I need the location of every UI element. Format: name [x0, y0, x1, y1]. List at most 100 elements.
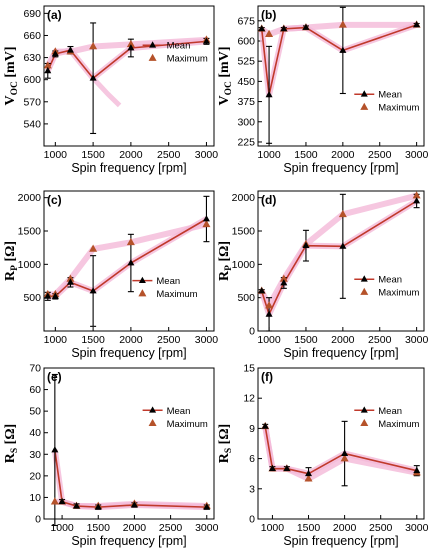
maximum-point	[340, 454, 349, 462]
mean-point	[413, 466, 421, 474]
y-label-unit: [Ω]	[217, 424, 232, 448]
x-tick-label: 2500	[368, 149, 392, 161]
mean-point	[265, 90, 273, 98]
mean-point	[305, 469, 313, 477]
maximum-point	[202, 219, 211, 228]
legend: Mean Maximum	[354, 406, 420, 430]
legend: Mean Maximum	[142, 41, 208, 65]
mean-point	[130, 501, 138, 508]
y-label-main: R	[3, 452, 18, 463]
mean-point	[413, 20, 421, 28]
panel-e: 10001500200025003000010203040506070(e)Sp…	[3, 363, 219, 549]
y-axis-label: VOC [mV]	[217, 47, 234, 106]
mean-point	[261, 422, 269, 429]
y-tick-label: 600	[237, 36, 255, 48]
x-tick-label: 2000	[331, 149, 355, 161]
x-tick-label: 1500	[294, 334, 318, 346]
x-tick-label: 1000	[50, 522, 74, 534]
y-tick-label: 540	[23, 118, 41, 130]
mean-point	[58, 497, 66, 505]
x-tick-label: 2500	[157, 149, 181, 161]
legend: Mean Maximum	[142, 406, 208, 430]
y-tick-label: 600	[23, 74, 41, 86]
y-label-main: R	[3, 270, 18, 281]
mean-point	[265, 310, 273, 317]
panel-c: 1000 1500 2000 2500 3000 500 1000 1500 2000 (c) Sp…	[3, 190, 219, 360]
y-tick-label: 6	[249, 453, 255, 465]
y-axis-label: RP [Ω]	[217, 241, 234, 281]
x-tick-label: 2000	[331, 334, 355, 346]
mean-point	[413, 197, 421, 204]
plot-frame	[257, 5, 425, 147]
x-tick-label: 1500	[81, 149, 105, 161]
y-label-main: R	[217, 270, 232, 281]
maximum-point	[43, 61, 52, 69]
legend: Mean Maximum	[354, 90, 420, 114]
legend-mean-label: Mean	[156, 276, 180, 287]
plot-frame	[43, 367, 215, 520]
legend-maximum-label: Maximum	[378, 419, 419, 430]
mean-point	[258, 287, 266, 294]
legend-maximum-marker	[360, 287, 369, 295]
x-tick-label: 3000	[195, 334, 219, 346]
legend-mean-marker	[149, 406, 157, 413]
legend-maximum-label: Maximum	[167, 54, 208, 65]
x-tick-label: 1000	[44, 149, 68, 161]
x-tick-label: 2500	[157, 334, 181, 346]
y-tick-label: 3	[249, 483, 255, 495]
y-tick-label: 12	[243, 393, 255, 405]
mean-point	[66, 46, 74, 53]
maximum-point	[338, 209, 347, 218]
x-tick-label: 1000	[44, 334, 68, 346]
mean-point	[44, 66, 52, 74]
x-tick-label: 2500	[368, 334, 392, 346]
panel-label: (f)	[261, 370, 273, 384]
maximum-point	[304, 474, 313, 482]
y-label-subscript: OC	[224, 81, 234, 95]
legend-mean-label: Mean	[378, 406, 402, 417]
x-tick-label: 2000	[333, 522, 357, 534]
x-tick-label: 1500	[87, 522, 111, 534]
y-tick-label: 2000	[18, 192, 42, 204]
y-tick-label: 0	[249, 326, 255, 338]
y-label-subscript: OC	[10, 81, 20, 95]
maximum-point	[126, 237, 135, 246]
x-axis-label: Spin frequency [rpm]	[283, 161, 398, 175]
x-tick-label: 3000	[405, 334, 429, 346]
y-tick-label: 0	[249, 514, 255, 526]
y-tick-label: 50	[29, 406, 41, 418]
x-axis-label: Spin frequency [rpm]	[71, 534, 186, 548]
y-tick-label: 1500	[232, 226, 256, 238]
legend-mean-label: Mean	[167, 41, 191, 52]
mean-point	[51, 49, 59, 57]
mean-point	[302, 241, 310, 249]
y-label-main: V	[217, 95, 232, 105]
y-tick-label: 9	[249, 423, 255, 435]
x-tick-label: 3000	[195, 149, 219, 161]
y-tick-label: 630	[23, 52, 41, 64]
y-tick-label: 1000	[232, 259, 256, 271]
y-tick-label: 690	[23, 8, 41, 20]
y-label-subscript: P	[10, 265, 20, 271]
y-label-unit: [Ω]	[217, 241, 232, 265]
x-tick-label: 2500	[369, 522, 393, 534]
legend-maximum-label: Maximum	[378, 103, 419, 114]
x-tick-label: 3000	[195, 522, 219, 534]
y-label-subscript: S	[10, 448, 20, 453]
panel-d: 1000 1500 2000 2500 3000 0 500 1000 1500 2000 (d) S…	[217, 190, 429, 360]
legend-maximum-label: Maximum	[378, 288, 419, 299]
panel-label: (a)	[47, 8, 62, 22]
legend-maximum-label: Maximum	[167, 419, 208, 430]
glow-trace	[91, 76, 122, 108]
mean-point	[280, 24, 288, 32]
plot-frame	[257, 190, 425, 332]
y-tick-label: 40	[29, 427, 41, 439]
maximum-point	[89, 42, 98, 50]
legend-maximum-marker	[148, 53, 157, 61]
x-axis-label: Spin frequency [rpm]	[71, 161, 186, 175]
legend-mean-label: Mean	[378, 275, 402, 286]
legend-maximum-marker	[148, 418, 157, 427]
y-tick-label: 2000	[232, 192, 256, 204]
mean-point	[283, 464, 291, 472]
x-tick-label: 2000	[119, 149, 143, 161]
